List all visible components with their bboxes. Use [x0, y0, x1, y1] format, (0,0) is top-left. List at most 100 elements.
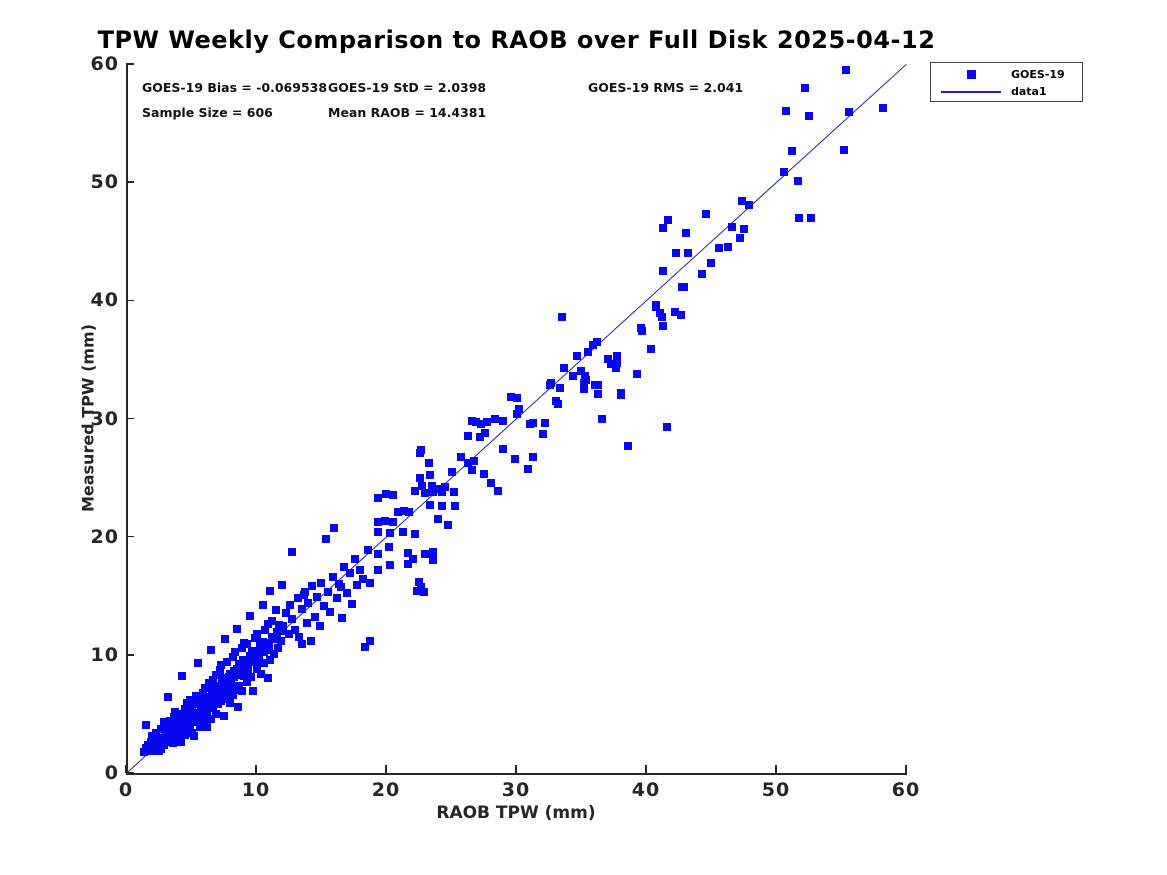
scatter-point	[671, 249, 680, 258]
scatter-point	[363, 545, 372, 554]
scatter-point	[284, 629, 293, 638]
scatter-point	[421, 488, 429, 497]
scatter-point	[398, 527, 407, 536]
scatter-point	[202, 722, 211, 731]
scatter-point	[658, 322, 667, 331]
scatter-point	[302, 618, 311, 627]
stat-std: GOES-19 StD = 2.0398	[328, 80, 487, 95]
scatter-point	[415, 473, 424, 482]
scatter-point	[356, 565, 364, 574]
scatter-point	[483, 418, 492, 427]
scatter-point	[353, 581, 362, 590]
scatter-point	[155, 735, 164, 744]
y-tick-label: 30	[90, 407, 119, 430]
scatter-point	[361, 642, 370, 651]
scatter-point	[294, 633, 303, 642]
scatter-point	[233, 670, 242, 679]
scatter-point	[506, 393, 515, 402]
scatter-point	[220, 635, 229, 644]
scatter-point	[400, 506, 409, 515]
legend-row-goes19: GOES-19	[931, 67, 1082, 83]
scatter-point	[332, 594, 341, 603]
scatter-point	[275, 621, 284, 630]
scatter-point	[211, 709, 220, 718]
scatter-point	[288, 615, 297, 624]
scatter-point	[219, 712, 228, 721]
scatter-point	[510, 454, 519, 463]
scatter-point	[270, 649, 279, 658]
y-tick-label: 60	[90, 53, 119, 75]
scatter-point	[231, 648, 240, 657]
scatter-point	[176, 738, 185, 747]
scatter-point	[259, 659, 268, 668]
scatter-point	[560, 363, 569, 372]
x-tick	[125, 765, 127, 773]
scatter-point	[337, 614, 346, 623]
scatter-point	[157, 745, 166, 754]
legend-label: data1	[1011, 85, 1047, 98]
scatter-point	[444, 520, 453, 529]
scatter-point	[240, 672, 249, 681]
scatter-point	[317, 578, 325, 587]
y-tick-label: 40	[90, 289, 119, 312]
x-tick-label: 20	[371, 779, 401, 801]
scatter-point	[428, 556, 437, 565]
scatter-point	[744, 200, 753, 209]
scatter-point	[723, 243, 732, 252]
scatter-point	[185, 695, 194, 704]
scatter-point	[593, 389, 602, 398]
scatter-point	[556, 383, 565, 392]
scatter-point	[437, 501, 446, 510]
scatter-point	[738, 197, 747, 206]
scatter-point	[526, 420, 535, 429]
scatter-point	[209, 704, 218, 712]
scatter-point	[263, 674, 272, 683]
scatter-point	[553, 400, 562, 409]
scatter-point	[434, 514, 442, 523]
scatter-point	[326, 608, 335, 617]
scatter-point	[491, 414, 500, 423]
scatter-point	[707, 258, 715, 267]
scatter-point	[662, 422, 671, 431]
scatter-point	[682, 228, 691, 237]
scatter-point	[697, 270, 706, 279]
scatter-point	[328, 572, 337, 581]
scatter-point	[151, 728, 160, 737]
scatter-point	[244, 661, 253, 670]
scatter-point	[539, 429, 548, 438]
legend-marker-icon	[967, 70, 976, 79]
y-tick-label: 20	[90, 525, 119, 548]
scatter-point	[330, 524, 338, 533]
scatter-point	[613, 351, 622, 360]
scatter-point	[293, 594, 302, 603]
scatter-point	[167, 726, 176, 735]
scatter-point	[257, 669, 266, 678]
scatter-point	[192, 718, 201, 727]
y-tick-label: 0	[104, 762, 119, 784]
scatter-point	[414, 577, 423, 586]
scatter-point	[579, 384, 588, 393]
scatter-point	[319, 602, 328, 611]
scatter-point	[203, 699, 212, 708]
scatter-point	[714, 244, 723, 253]
scatter-point	[410, 530, 419, 539]
scatter-point	[582, 375, 591, 384]
scatter-point	[358, 575, 367, 584]
scatter-point	[807, 213, 816, 222]
scatter-point	[245, 611, 254, 620]
scatter-point	[384, 543, 393, 552]
scatter-point	[795, 213, 804, 222]
scatter-point	[228, 653, 237, 662]
scatter-point	[557, 312, 566, 321]
scatter-point	[216, 661, 225, 670]
scatter-point	[842, 65, 851, 74]
scatter-point	[647, 344, 656, 353]
scatter-point	[150, 740, 159, 749]
scatter-point	[348, 600, 357, 609]
scatter-point	[272, 635, 281, 644]
scatter-point	[683, 249, 692, 258]
y-tick	[126, 181, 134, 183]
scatter-point	[239, 666, 247, 675]
legend-line-icon	[941, 91, 1001, 93]
